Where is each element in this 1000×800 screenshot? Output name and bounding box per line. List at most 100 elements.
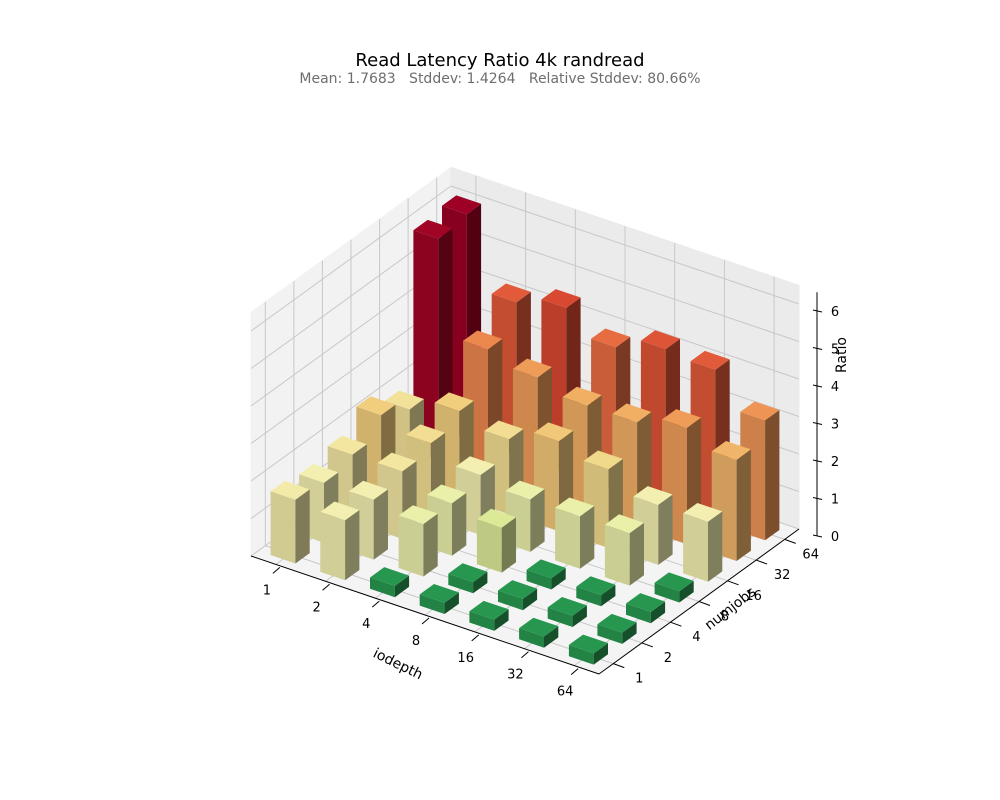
bar-top-face [740, 401, 780, 421]
bar-front-face [370, 577, 395, 598]
y-tick [727, 580, 739, 586]
bar [519, 617, 559, 648]
bar [626, 593, 666, 624]
bar-side-face [551, 567, 566, 590]
y-tick [698, 601, 711, 606]
bar [547, 597, 587, 627]
y-tick-label: 1 [635, 672, 643, 687]
bar-side-face [522, 588, 538, 611]
bar [270, 480, 310, 564]
bar-front-face [526, 569, 552, 590]
bar-top-face [534, 422, 574, 442]
z-tick-label: 4 [831, 380, 839, 395]
bar-top-face [348, 480, 388, 500]
bar [576, 576, 616, 607]
bar-top-face [327, 435, 367, 455]
bar-top-face [455, 456, 495, 475]
bar-front-face [683, 513, 708, 582]
z-axis-label: Ratio [834, 337, 850, 373]
bar-top-face [498, 580, 538, 599]
bar-top-face [633, 486, 673, 505]
chart-subtitle: Mean: 1.7683 Stddev: 1.4264 Relative Std… [299, 71, 701, 87]
bar-side-face [572, 605, 587, 627]
z-tick [812, 384, 823, 388]
y-tick [670, 621, 682, 627]
z-tick-label: 5 [831, 343, 839, 358]
y-tick [641, 642, 654, 648]
bar-top-face [547, 597, 587, 616]
axes: 1 2 4 8 16 32 64 1 2 4 8 16 32 64 0 1 2 3 4 5 6 [250, 292, 839, 700]
bar-top-face [476, 508, 516, 528]
bar-side-face [423, 513, 438, 577]
bar-top-face [555, 497, 595, 517]
bar-top-face [419, 584, 459, 603]
bar-top-face [612, 403, 652, 423]
bar-side-face [601, 584, 616, 607]
y-tick [755, 559, 768, 565]
bar [604, 514, 644, 586]
bar-side-face [658, 494, 673, 565]
z-tick [812, 347, 823, 350]
z-tick-label: 0 [831, 530, 839, 545]
bar-side-face [444, 592, 459, 614]
bar-side-face [345, 510, 360, 581]
bar [419, 584, 459, 614]
x-tick [521, 651, 529, 659]
bar-front-face [320, 511, 346, 581]
bar-side-face [736, 449, 751, 561]
bar-front-face [604, 524, 630, 586]
bar-front-face [270, 491, 296, 564]
bar [469, 600, 509, 631]
bars [270, 195, 780, 665]
bar-top-face [442, 195, 482, 215]
bar-top-face [427, 484, 467, 504]
y-tick-label: 8 [721, 610, 729, 625]
x-tick [421, 617, 430, 625]
bar-top-face [491, 283, 531, 303]
bar-top-face [562, 386, 602, 406]
bar [683, 503, 723, 582]
bar [597, 613, 637, 644]
bar [498, 580, 538, 611]
y-tick-label: 2 [664, 651, 672, 666]
y-tick-label: 16 [745, 589, 762, 604]
bar-front-face [476, 519, 502, 573]
bar-side-face [501, 517, 516, 573]
z-tick-label: 1 [831, 493, 839, 508]
bar-top-face [299, 464, 339, 483]
bar-top-face [434, 392, 474, 412]
bar-top-face [512, 358, 552, 378]
bar [320, 501, 360, 581]
bar [448, 563, 488, 594]
z-tick-label: 3 [831, 418, 839, 433]
bar-side-face [530, 489, 545, 552]
bar-top-face [519, 617, 559, 637]
bar [370, 567, 410, 598]
bar-top-face [640, 330, 680, 350]
bar-top-face [398, 505, 438, 524]
bar-side-face [373, 489, 388, 560]
bar-front-face [626, 603, 651, 624]
bar-side-face [544, 626, 559, 648]
bar-top-face [526, 559, 566, 579]
bar-side-face [452, 492, 467, 556]
bar-top-face [406, 424, 446, 444]
z-tick [812, 497, 823, 500]
bar-front-face [654, 582, 680, 603]
z-tick [812, 309, 823, 313]
y-tick-label: 64 [802, 547, 819, 562]
x-axis-line [250, 555, 600, 675]
x-tick [570, 668, 579, 675]
bar-top-face [662, 409, 702, 428]
bar [555, 497, 595, 569]
bar-top-face [583, 450, 623, 470]
x-tick-label: 4 [362, 617, 370, 632]
bar-side-face [394, 575, 410, 598]
bar-top-face [469, 600, 509, 620]
y-tick-label: 32 [774, 568, 791, 583]
bar-front-face [555, 507, 580, 569]
z-tick-label: 6 [831, 305, 839, 320]
x-tick-label: 1 [263, 583, 271, 598]
bar-side-face [629, 522, 644, 586]
